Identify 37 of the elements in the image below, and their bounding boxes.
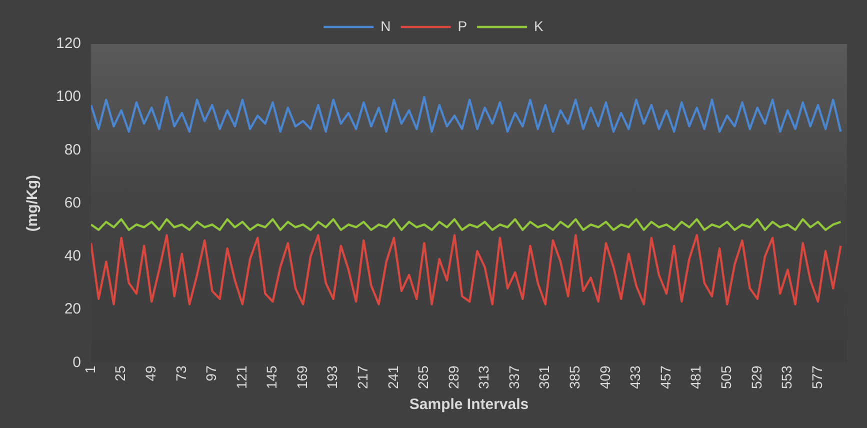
y-tick-label: 100 <box>56 88 82 106</box>
legend-label: K <box>534 18 544 34</box>
x-tick-label: 313 <box>476 365 492 389</box>
y-tick-label: 80 <box>64 141 82 158</box>
x-tick-label: 145 <box>264 365 280 389</box>
x-tick-label: 193 <box>324 365 340 389</box>
legend-label: P <box>458 18 468 34</box>
x-tick-label: 1 <box>82 365 98 374</box>
x-tick-label: 433 <box>627 365 644 389</box>
x-tick-label: 409 <box>596 365 613 389</box>
x-tick-label: 97 <box>203 365 220 382</box>
x-tick-label: 289 <box>445 365 462 389</box>
x-tick-label: 361 <box>536 365 552 389</box>
x-tick-label: 265 <box>415 365 432 389</box>
x-tick-label: 505 <box>718 365 734 389</box>
legend-label: N <box>380 18 391 34</box>
x-tick-label: 553 <box>778 365 795 389</box>
x-tick-label: 241 <box>384 365 401 389</box>
x-tick-label: 217 <box>354 365 370 389</box>
y-tick-label: 40 <box>64 248 82 265</box>
y-tick-label: 0 <box>72 354 82 371</box>
x-tick-label: 481 <box>688 365 704 389</box>
x-tick-label: 121 <box>233 365 250 389</box>
y-tick-label: 20 <box>64 300 82 318</box>
x-tick-label: 337 <box>506 365 522 389</box>
x-tick-label: 73 <box>172 365 189 382</box>
x-tick-label: 169 <box>294 365 310 389</box>
x-tick-label: 457 <box>657 365 674 389</box>
x-tick-label: 529 <box>748 365 764 389</box>
y-axis-title: (mg/Kg) <box>24 174 42 232</box>
y-tick-label: 60 <box>64 194 82 212</box>
x-tick-label: 577 <box>808 365 825 389</box>
x-tick-label: 385 <box>566 365 583 389</box>
x-tick-label: 25 <box>112 365 128 382</box>
x-axis-title: Sample Intervals <box>409 396 529 414</box>
y-tick-label: 120 <box>56 35 82 52</box>
x-tick-label: 49 <box>142 365 158 382</box>
